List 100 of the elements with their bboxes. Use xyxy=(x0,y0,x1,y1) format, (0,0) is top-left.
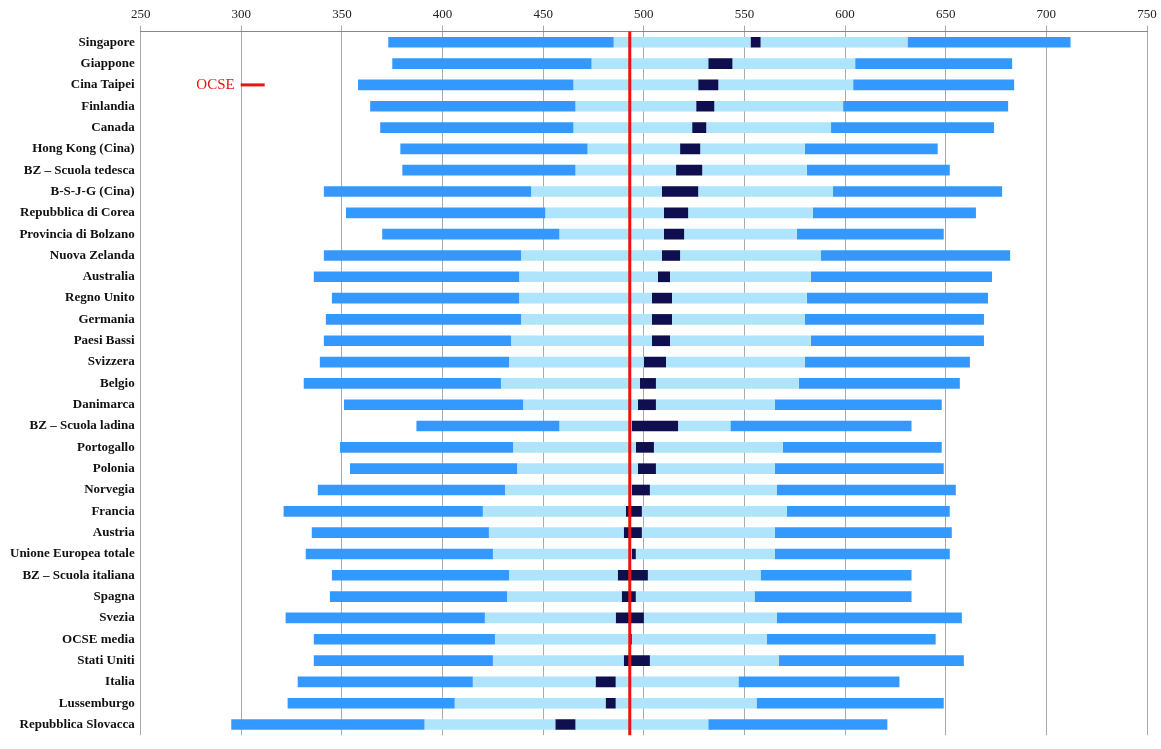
bar xyxy=(853,79,1015,91)
y-tick-label: Paesi Bassi xyxy=(73,332,136,348)
y-tick-label: Australia xyxy=(82,268,136,284)
bar xyxy=(706,122,832,133)
bar xyxy=(559,420,632,432)
x-tick-label: 650 xyxy=(935,6,956,22)
bar xyxy=(688,207,813,219)
bar xyxy=(774,399,942,411)
bar xyxy=(615,697,757,709)
bar xyxy=(696,100,715,112)
bar xyxy=(575,164,677,176)
bar xyxy=(653,442,783,453)
bar xyxy=(472,676,596,688)
bar xyxy=(575,719,709,730)
bar xyxy=(231,719,425,730)
y-tick-label: Spagna xyxy=(93,587,136,603)
bar xyxy=(798,378,960,389)
bar xyxy=(812,207,976,219)
bar xyxy=(587,143,681,155)
x-tick-label: 250 xyxy=(130,6,151,22)
bar xyxy=(350,463,518,475)
y-tick-label: Danimarca xyxy=(72,396,136,412)
bar xyxy=(323,335,512,347)
bar xyxy=(637,399,656,411)
y-tick-label: Repubblica Slovacca xyxy=(19,715,136,731)
bar xyxy=(521,250,662,261)
y-tick-label: Lussemburgo xyxy=(58,694,135,710)
bar xyxy=(331,292,520,304)
bar xyxy=(738,676,900,688)
bar xyxy=(287,697,455,709)
bar xyxy=(754,591,912,602)
bar xyxy=(676,164,703,176)
bar xyxy=(283,506,483,517)
bar xyxy=(504,484,632,496)
bar xyxy=(843,100,1009,112)
bar xyxy=(305,548,493,560)
bar xyxy=(319,356,510,368)
bar xyxy=(806,292,989,304)
bar xyxy=(655,399,775,411)
y-tick-label: Svizzera xyxy=(87,353,136,369)
bar xyxy=(484,612,616,624)
y-tick-label: Singapore xyxy=(78,33,135,49)
bar xyxy=(833,186,1003,197)
bar xyxy=(595,676,616,688)
bar xyxy=(663,207,689,219)
y-tick-label: Regno Unito xyxy=(65,289,135,305)
bar xyxy=(631,548,636,560)
y-tick-label: Germania xyxy=(78,310,136,326)
bar xyxy=(482,506,626,517)
y-tick-label: Portogallo xyxy=(76,438,135,454)
bar xyxy=(804,314,984,325)
bar xyxy=(635,442,654,453)
bar xyxy=(655,378,799,389)
bar xyxy=(680,250,821,261)
bar xyxy=(488,527,624,538)
bar xyxy=(806,164,950,176)
bar xyxy=(692,122,707,133)
bar xyxy=(702,164,807,176)
x-tick-label: 350 xyxy=(332,6,352,22)
bar xyxy=(672,292,807,304)
bar xyxy=(649,484,777,496)
bar xyxy=(730,420,912,432)
bar xyxy=(732,58,856,69)
x-tick-label: 750 xyxy=(1137,6,1157,22)
bar xyxy=(494,633,630,645)
bar xyxy=(831,122,995,133)
bar xyxy=(615,676,739,688)
bar xyxy=(402,164,576,176)
y-tick-label: BZ – Scuola tedesca xyxy=(23,161,136,177)
y-tick-label: Unione Europea totale xyxy=(9,545,135,561)
bar xyxy=(643,612,777,624)
y-tick-label: Finlandia xyxy=(81,97,136,113)
bar xyxy=(708,719,888,730)
bar xyxy=(519,292,652,304)
bar xyxy=(907,36,1071,48)
bar xyxy=(358,79,574,91)
y-tick-label: Repubblica di Corea xyxy=(20,204,136,220)
bar xyxy=(804,143,938,155)
bar xyxy=(509,356,644,368)
bar xyxy=(651,335,671,347)
ref-line-label: OCSE xyxy=(196,75,235,92)
bar xyxy=(820,250,1011,261)
bar xyxy=(804,356,970,368)
bar xyxy=(684,228,797,240)
x-tick-label: 500 xyxy=(634,6,654,22)
bar xyxy=(343,399,524,411)
bar xyxy=(339,442,514,453)
bar xyxy=(531,186,662,197)
bar xyxy=(647,569,761,581)
x-tick-label: 400 xyxy=(432,6,453,22)
bar xyxy=(670,335,811,347)
x-tick-label: 550 xyxy=(734,6,755,22)
bar xyxy=(311,527,489,538)
bar xyxy=(492,548,632,560)
bar xyxy=(575,100,697,112)
bar xyxy=(637,463,656,475)
bar xyxy=(303,378,501,389)
x-tick-label: 600 xyxy=(835,6,855,22)
bar xyxy=(639,378,656,389)
bar xyxy=(507,591,622,602)
